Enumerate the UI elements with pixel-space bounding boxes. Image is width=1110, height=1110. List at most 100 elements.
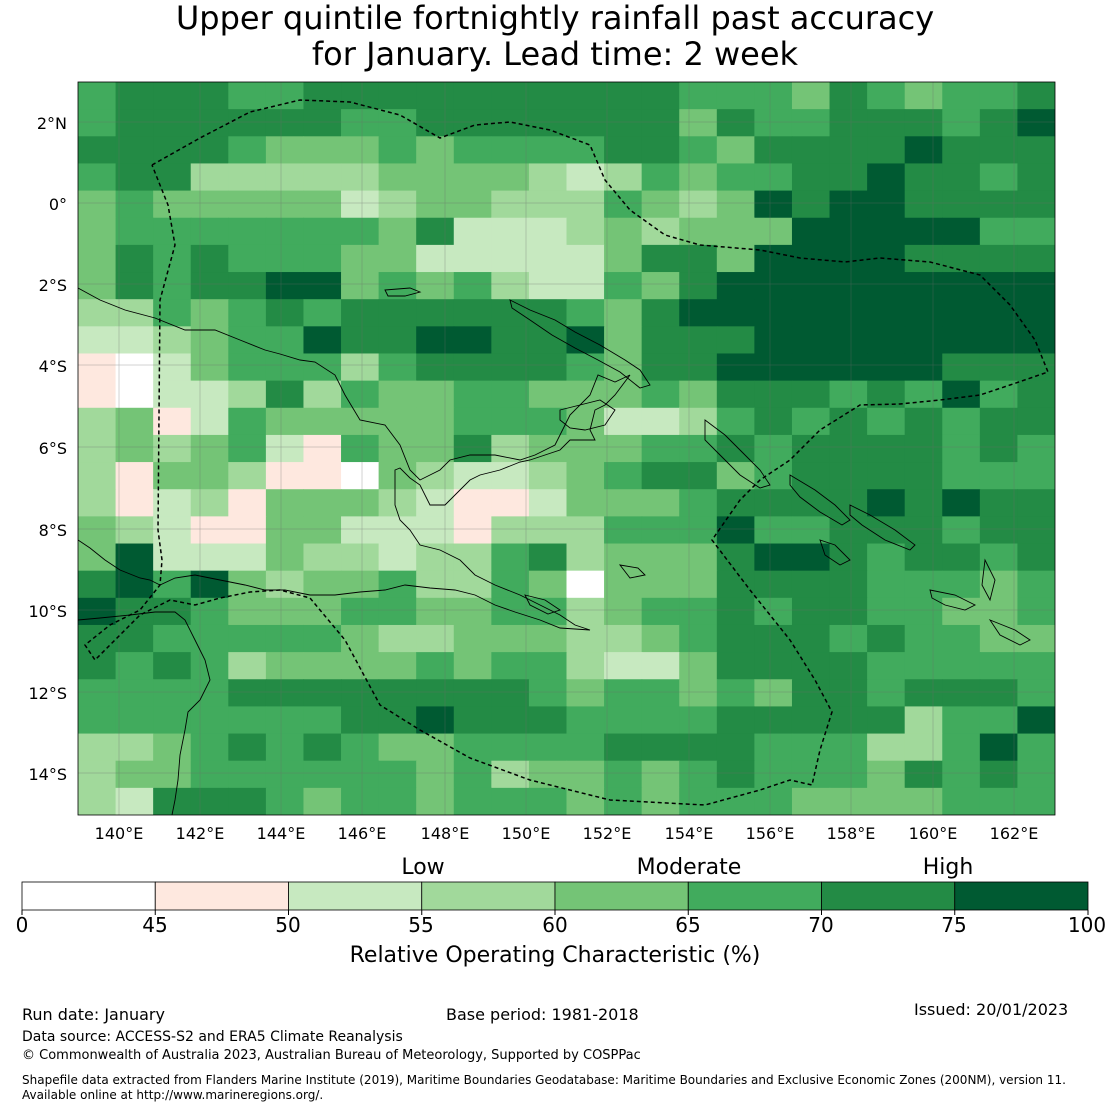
colorbar-segment <box>154 881 289 911</box>
grid-cell <box>904 136 943 165</box>
grid-cell <box>78 489 117 517</box>
grid-cell <box>228 624 267 653</box>
grid-cell <box>228 326 267 355</box>
grid-cell <box>416 624 455 653</box>
grid-cell <box>566 353 605 382</box>
lon-label-142e: 142°E <box>175 824 225 843</box>
grid-cell <box>566 462 605 490</box>
grid-cell <box>904 597 943 626</box>
grid-cell <box>1017 163 1055 192</box>
grid-cell <box>453 326 492 355</box>
grid-cell <box>228 434 267 463</box>
grid-cell <box>78 516 117 545</box>
grid-cell <box>228 489 267 517</box>
grid-cell <box>979 462 1019 490</box>
grid-cell <box>528 543 568 572</box>
colorbar-label: Relative Operating Characteristic (%) <box>349 943 761 968</box>
grid-cell <box>153 109 192 137</box>
grid-cell <box>867 82 906 110</box>
lon-label-154e: 154°E <box>664 824 714 843</box>
grid-cell <box>528 787 568 815</box>
grid-cell <box>265 679 305 708</box>
grid-cell <box>867 624 906 653</box>
grid-cell <box>153 624 192 653</box>
grid-cell <box>341 733 380 762</box>
grid-cell <box>566 652 605 680</box>
grid-cell <box>641 326 680 355</box>
grid-cell <box>491 190 530 219</box>
grid-cell <box>867 136 906 165</box>
grid-cell <box>78 163 117 192</box>
grid-cell <box>265 299 305 327</box>
grid-cell <box>942 434 981 463</box>
grid-cell <box>453 570 492 599</box>
grid-cell <box>942 326 981 355</box>
grid-cell <box>754 516 793 545</box>
grid-cell <box>754 434 793 463</box>
grid-cell <box>265 353 305 382</box>
grid-cell <box>341 217 380 246</box>
grid-cell <box>416 434 455 463</box>
grid-cell <box>942 272 981 300</box>
grid-cell <box>867 760 906 789</box>
grid-cell <box>303 380 342 409</box>
grid-cell <box>679 516 718 545</box>
grid-cell <box>604 299 643 327</box>
grid-cell <box>979 597 1019 626</box>
grid-cell <box>1017 407 1055 436</box>
grid-cell <box>303 597 342 626</box>
grid-cell <box>904 82 943 110</box>
grid-cell <box>979 624 1019 653</box>
grid-cell <box>190 543 229 572</box>
lon-label-148e: 148°E <box>420 824 470 843</box>
grid-cell <box>754 706 793 735</box>
grid-cell <box>679 597 718 626</box>
grid-cell <box>303 190 342 219</box>
grid-cell <box>829 109 868 137</box>
grid-cell <box>754 380 793 409</box>
grid-cell <box>453 489 492 517</box>
grid-cell <box>453 787 492 815</box>
grid-cell <box>979 163 1019 192</box>
grid-cell <box>904 543 943 572</box>
grid-cell <box>453 244 492 273</box>
grid-cell <box>566 489 605 517</box>
grid-cell <box>453 299 492 327</box>
grid-cell <box>378 136 417 165</box>
grid-cell <box>303 136 342 165</box>
grid-cell <box>867 570 906 599</box>
copyright: © Commonwealth of Australia 2023, Austra… <box>22 1048 641 1063</box>
grid-cell <box>190 679 229 708</box>
grid-cell <box>528 163 568 192</box>
grid-cell <box>341 597 380 626</box>
grid-cell <box>115 217 154 246</box>
grid-cell <box>979 570 1019 599</box>
grid-cell <box>78 462 117 490</box>
grid-cell <box>942 652 981 680</box>
grid-cell <box>341 462 380 490</box>
lon-label-152e: 152°E <box>582 824 632 843</box>
grid-cell <box>528 244 568 273</box>
grid-cell <box>453 624 492 653</box>
colorbar-segment <box>687 881 822 911</box>
grid-cell <box>265 244 305 273</box>
grid-cell <box>791 272 831 300</box>
grid-cell <box>904 787 943 815</box>
grid-cell <box>78 82 117 110</box>
grid-cell <box>904 679 943 708</box>
grid-cell <box>491 597 530 626</box>
grid-cell <box>453 136 492 165</box>
grid-cell <box>115 353 154 382</box>
grid-cell <box>791 434 831 463</box>
grid-cell <box>641 353 680 382</box>
grid-cell <box>153 299 192 327</box>
grid-cell <box>641 543 680 572</box>
grid-cell <box>115 163 154 192</box>
grid-cell <box>829 217 868 246</box>
colorbar-segment <box>21 881 156 911</box>
lat-label-2n: 2°N <box>36 114 67 133</box>
lat-label-10s: 10°S <box>28 602 67 621</box>
cb-tick-75: 75 <box>941 913 967 937</box>
grid-cell <box>754 407 793 436</box>
grid-cell <box>265 652 305 680</box>
